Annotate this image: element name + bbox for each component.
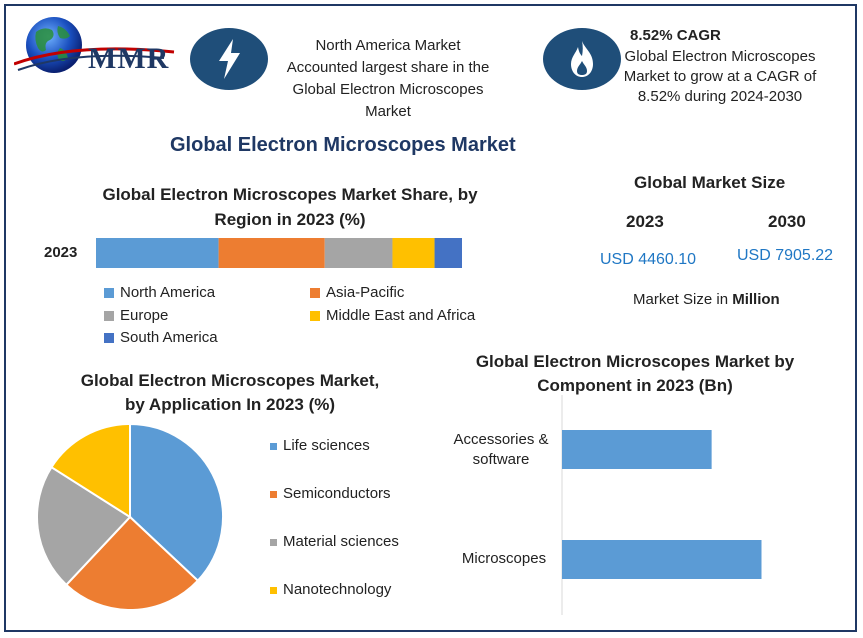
pie-legend-label: Material sciences xyxy=(283,533,399,550)
component-bar-accessories-software xyxy=(562,430,712,469)
callout1-line: North America Market xyxy=(315,37,461,54)
legend-label: South America xyxy=(120,329,218,346)
component-title-line: Component in 2023 (Bn) xyxy=(537,376,733,395)
legend-label: Asia-Pacific xyxy=(326,284,405,301)
callout-cagr: Global Electron Microscopes Market to gr… xyxy=(612,47,828,107)
pie-legend-nanotechnology: Nanotechnology xyxy=(270,581,391,598)
main-title: Global Electron Microscopes Market xyxy=(170,134,516,156)
globe-icon xyxy=(13,17,175,73)
pie-slice-life-sciences xyxy=(129,422,224,583)
market-size-note: Market Size in Million xyxy=(633,291,780,308)
pie-slice-semiconductors xyxy=(64,515,200,611)
component-bar-microscopes xyxy=(562,540,762,579)
legend-label: Europe xyxy=(120,307,169,324)
legend-europe: Europe xyxy=(104,307,168,324)
legend-north-america: North America xyxy=(104,284,215,301)
lightning-icon xyxy=(219,39,240,79)
lightning-icon-badge xyxy=(190,28,268,90)
pie-legend-material-sciences: Material sciences xyxy=(270,533,399,550)
region-title-line: Global Electron Microscopes Market Share… xyxy=(102,185,478,204)
flame-icon xyxy=(571,41,593,77)
component-label-accessories: Accessories & software xyxy=(446,430,556,470)
market-size-note-prefix: Market Size in xyxy=(633,291,733,308)
component-label-microscopes: Microscopes xyxy=(446,550,562,567)
legend-label: Middle East and Africa xyxy=(326,307,476,324)
outer-frame xyxy=(4,4,857,632)
pie-legend-label: Nanotechnology xyxy=(283,581,392,598)
market-size-year-2023: 2023 xyxy=(626,212,664,231)
application-title-line: by Application In 2023 (%) xyxy=(124,395,336,414)
region-bar-segment-middle-east-and-africa xyxy=(392,238,435,268)
callout2-line: Market to grow at a CAGR of xyxy=(623,68,817,85)
market-size-value-2030: USD 7905.22 xyxy=(737,247,834,264)
application-title-line: Global Electron Microscopes Market, xyxy=(80,371,380,390)
application-pie-chart xyxy=(36,422,224,611)
pie-legend-label: Life sciences xyxy=(283,437,370,454)
market-size-value-2023: USD 4460.10 xyxy=(600,251,697,268)
legend-mea: Middle East and Africa xyxy=(310,307,475,324)
pie-slice-material-sciences xyxy=(36,465,132,587)
region-bar-segment-north-america xyxy=(96,238,219,268)
callout1-line: Accounted largest share in the xyxy=(286,59,490,76)
legend-label: North America xyxy=(120,284,216,301)
region-category-label: 2023 xyxy=(44,244,78,261)
component-label-line: software xyxy=(472,451,530,468)
pie-legend-life-sciences: Life sciences xyxy=(270,437,370,454)
pie-legend-label: Semiconductors xyxy=(283,485,391,502)
cagr-title: 8.52% CAGR xyxy=(630,27,721,44)
market-size-title: Global Market Size xyxy=(634,173,786,192)
region-chart-title: Global Electron Microscopes Market Share… xyxy=(60,182,520,232)
legend-south-america: South America xyxy=(104,329,218,346)
component-title-line: Global Electron Microscopes Market by xyxy=(475,352,795,371)
pie-slice-nanotechnology xyxy=(50,422,131,519)
region-bar-segment-asia-pacific xyxy=(218,238,325,268)
component-label-line: Accessories & xyxy=(453,431,549,448)
market-size-note-unit: Million xyxy=(732,291,780,308)
flame-icon-badge xyxy=(543,28,621,90)
callout1-line: Global Electron Microscopes xyxy=(292,81,484,98)
application-chart-title: Global Electron Microscopes Market, by A… xyxy=(40,369,420,417)
callout2-line: Global Electron Microscopes xyxy=(624,48,816,65)
component-chart-title: Global Electron Microscopes Market by Co… xyxy=(455,350,815,398)
market-size-year-2030: 2030 xyxy=(768,212,806,231)
component-bar-chart xyxy=(561,395,762,615)
callout-north-america: North America Market Accounted largest s… xyxy=(268,35,508,123)
callout1-line: Market xyxy=(365,103,411,120)
legend-asia-pacific: Asia-Pacific xyxy=(310,284,404,301)
pie-legend-semiconductors: Semiconductors xyxy=(270,485,391,502)
logo-text: MMR xyxy=(88,42,170,75)
callout2-line: 8.52% during 2024-2030 xyxy=(637,88,803,105)
region-title-line: Region in 2023 (%) xyxy=(214,210,366,229)
region-bar-segment-europe xyxy=(324,238,393,268)
region-stacked-bar xyxy=(96,238,462,268)
logo: MMR xyxy=(13,12,179,82)
region-bar-segment-south-america xyxy=(434,238,462,268)
component-label-line: Microscopes xyxy=(461,550,547,567)
